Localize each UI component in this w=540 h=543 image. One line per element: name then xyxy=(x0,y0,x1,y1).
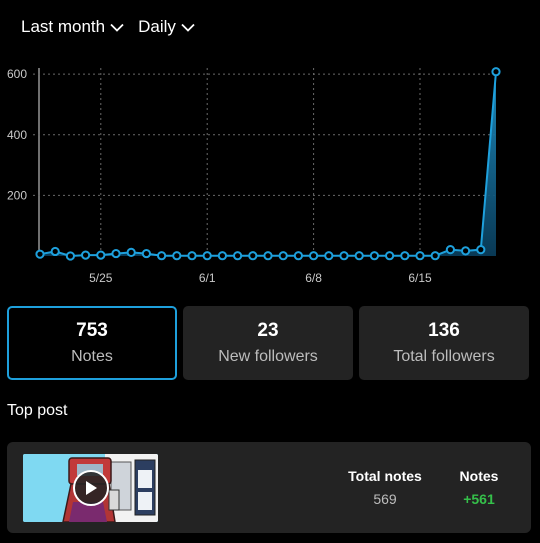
data-point[interactable] xyxy=(141,248,151,259)
data-point[interactable] xyxy=(263,251,273,261)
play-button[interactable] xyxy=(73,470,109,506)
data-point[interactable] xyxy=(293,251,303,261)
data-point[interactable] xyxy=(202,251,212,261)
data-point[interactable] xyxy=(385,251,395,261)
data-point[interactable] xyxy=(491,67,501,77)
chevron-down-icon xyxy=(110,23,124,32)
notes-chart: 200 400 600 5/25 6/1 6/8 6/15 xyxy=(7,67,501,285)
data-point[interactable] xyxy=(172,251,182,261)
x-tick-label: 6/15 xyxy=(408,271,432,285)
filter-bar: Last month Daily xyxy=(21,17,195,37)
post-thumbnail[interactable] xyxy=(23,454,158,522)
notes-stat-value: 753 xyxy=(76,320,108,341)
data-point[interactable] xyxy=(476,245,486,255)
data-point[interactable] xyxy=(81,250,91,260)
range-dropdown[interactable]: Last month xyxy=(21,17,124,37)
data-point[interactable] xyxy=(461,246,471,256)
interval-dropdown-label: Daily xyxy=(138,17,176,36)
data-point[interactable] xyxy=(278,251,288,261)
notes-delta-label: Notes xyxy=(459,468,499,484)
chevron-down-icon xyxy=(181,23,195,32)
data-point[interactable] xyxy=(50,246,60,257)
data-point[interactable] xyxy=(430,251,440,261)
play-icon xyxy=(86,481,97,495)
data-point[interactable] xyxy=(187,251,197,261)
data-point[interactable] xyxy=(324,251,334,261)
top-post-heading: Top post xyxy=(7,402,68,419)
total-notes-label: Total notes xyxy=(348,468,422,484)
range-dropdown-label: Last month xyxy=(21,17,106,36)
data-point[interactable] xyxy=(96,250,106,260)
notes-stat-label: Notes xyxy=(71,348,113,365)
total-followers-stat-card[interactable]: 136 Total followers xyxy=(359,306,529,380)
data-point[interactable] xyxy=(415,251,425,261)
notes-stat-card[interactable]: 753 Notes xyxy=(7,306,177,380)
total-notes-value: 569 xyxy=(373,491,397,507)
data-point[interactable] xyxy=(445,245,455,255)
y-tick-label: 400 xyxy=(7,128,27,142)
total-notes-metric: Total notes 569 xyxy=(335,469,435,506)
stats-row: 753 Notes 23 New followers 136 Total fol… xyxy=(7,306,529,380)
data-point[interactable] xyxy=(65,251,76,261)
total-followers-stat-value: 136 xyxy=(428,320,460,341)
data-point[interactable] xyxy=(354,251,364,261)
series-area xyxy=(40,71,496,256)
data-point[interactable] xyxy=(339,251,349,261)
data-point[interactable] xyxy=(217,251,227,261)
notes-delta-value: +561 xyxy=(463,491,495,507)
series-line xyxy=(39,71,497,258)
interval-dropdown[interactable]: Daily xyxy=(138,17,195,37)
data-point[interactable] xyxy=(111,248,121,259)
y-tick-label: 200 xyxy=(7,188,27,202)
x-tick-label: 6/1 xyxy=(199,271,216,285)
notes-delta-metric: Notes +561 xyxy=(448,469,510,506)
data-point[interactable] xyxy=(309,251,319,261)
top-post-card[interactable]: Total notes 569 Notes +561 xyxy=(7,442,531,533)
data-point[interactable] xyxy=(126,247,136,257)
data-point[interactable] xyxy=(233,251,243,261)
data-point[interactable] xyxy=(157,251,167,261)
total-followers-stat-label: Total followers xyxy=(393,348,495,365)
new-followers-stat-card[interactable]: 23 New followers xyxy=(183,306,353,380)
data-point[interactable] xyxy=(400,251,410,261)
data-point[interactable] xyxy=(35,249,45,259)
data-point[interactable] xyxy=(248,251,258,261)
x-tick-label: 5/25 xyxy=(89,271,113,285)
new-followers-stat-label: New followers xyxy=(218,348,318,365)
new-followers-stat-value: 23 xyxy=(257,320,279,341)
x-tick-label: 6/8 xyxy=(305,271,322,285)
data-point[interactable] xyxy=(369,251,379,261)
y-tick-label: 600 xyxy=(7,67,27,81)
